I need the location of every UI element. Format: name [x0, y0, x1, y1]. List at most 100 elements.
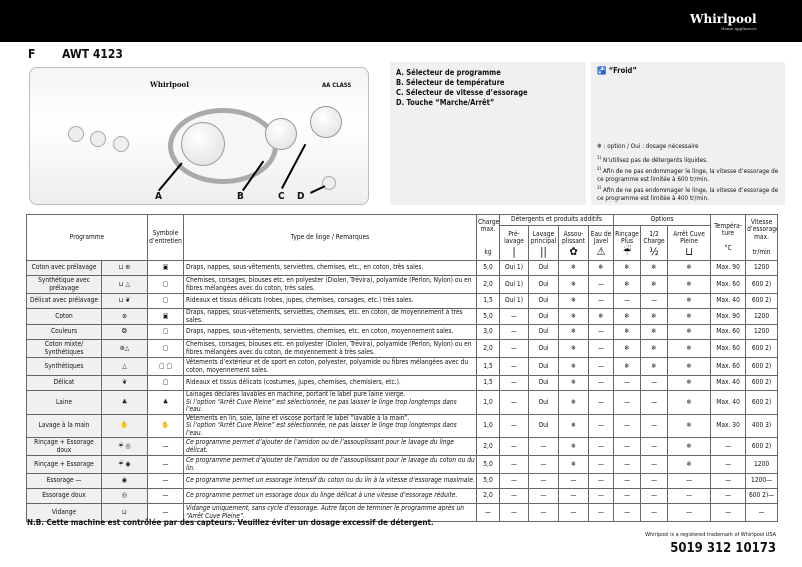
- cell-ass: ❄: [558, 375, 589, 391]
- cell-arr: —: [667, 503, 712, 522]
- care-symbol-icon: ▢: [147, 293, 184, 309]
- cell-pre: —: [499, 339, 529, 358]
- cell-programme: Coton: [26, 308, 102, 325]
- cell-type: Vêtements d’extérieur et de sport en cot…: [183, 357, 477, 376]
- cell-type: Vêtements en lin, soie, laine et viscose…: [183, 413, 477, 438]
- cell-vit: 600 2): [745, 357, 779, 376]
- cell-rin: —: [613, 473, 642, 489]
- whirlpool-logo: Whirlpool Home Appliances: [690, 12, 757, 31]
- cell-programme: Délicat avec prélavage: [26, 293, 102, 309]
- header-options: Options: [613, 214, 712, 226]
- cell-lav: Oui: [528, 293, 559, 309]
- cell-jav: —: [587, 293, 615, 309]
- callout-d: D: [297, 191, 305, 202]
- cell-jav: —: [587, 339, 615, 358]
- tap-icon: 🚰: [597, 66, 607, 75]
- cell-jav: —: [587, 390, 615, 415]
- table-row: Synthétiques △ ▢ ▢ Vêtements d’extérieur et…: [26, 357, 779, 376]
- cell-arr: ❄: [667, 339, 712, 358]
- option-button-half-load: [90, 131, 106, 147]
- cell-vit: —: [745, 503, 779, 522]
- care-symbol-icon: ▢: [147, 339, 184, 358]
- javel-icon: ⚠: [596, 244, 606, 258]
- cell-pre: —: [499, 503, 529, 522]
- program-icon: ⊔: [101, 503, 148, 522]
- cell-pre: —: [499, 390, 529, 415]
- cell-vit: 1200—: [745, 473, 779, 489]
- cell-vit: 600 2): [745, 275, 779, 294]
- cell-temp: Max. 30: [710, 413, 747, 438]
- table-row: Rinçage + Essorage ☔ ◉ — Ce programme perme…: [26, 455, 779, 474]
- cell-lav: —: [528, 455, 559, 474]
- panel-brand: Whirlpool: [150, 80, 189, 89]
- cell-vit: 600 2): [745, 375, 779, 391]
- cell-jav: ❄: [587, 308, 615, 325]
- document-code: 5019 312 10173: [670, 541, 776, 556]
- notes-box: 🚰 “Froid” ❄ : option / Oui : dosage néce…: [591, 62, 785, 205]
- cell-charge: 2,0: [476, 275, 500, 294]
- table-row: Vidange ⊔ — Vidange uniquement, sans cycle …: [26, 503, 779, 522]
- table-row: Essorage — ◉ — Ce programme permet un essor…: [26, 473, 779, 489]
- cell-pre: —: [499, 324, 529, 340]
- assouplissant-icon: ✿: [569, 244, 578, 258]
- care-symbol-icon: ▣: [147, 308, 184, 325]
- cell-demi: ❄: [640, 324, 669, 340]
- cell-ass: ❄: [558, 260, 589, 276]
- header-assouplissant: Assou-plissant ✿: [558, 225, 589, 261]
- cell-charge: 5,0: [476, 260, 500, 276]
- cell-rin: ❄: [613, 324, 642, 340]
- control-panel-illustration: Whirlpool AA CLASS A B C D: [29, 67, 369, 205]
- cell-pre: —: [499, 375, 529, 391]
- cell-charge: 1,0: [476, 413, 500, 438]
- cell-pre: Oui 1): [499, 293, 529, 309]
- cell-rin: —: [613, 390, 642, 415]
- cell-demi: —: [640, 455, 669, 474]
- legend-d: D. Touche “Marche/Arrêt”: [396, 98, 495, 107]
- care-symbol-icon: ♣: [147, 390, 184, 415]
- legend-a: A. Sélecteur de programme: [396, 68, 501, 77]
- cell-lav: —: [528, 488, 559, 504]
- cell-ass: ❄: [558, 339, 589, 358]
- cell-type: Rideaux et tissus délicats (robes, jupes…: [183, 293, 477, 309]
- program-icon: ♣: [101, 390, 148, 415]
- cell-charge: 5,0: [476, 473, 500, 489]
- care-symbol-icon: ▢: [147, 375, 184, 391]
- cell-demi: —: [640, 503, 669, 522]
- program-icon: ⊛△: [101, 339, 148, 358]
- cell-rin: —: [613, 375, 642, 391]
- cell-temp: —: [710, 455, 747, 474]
- cell-programme: Synthétiques: [26, 357, 102, 376]
- cell-charge: 1,0: [476, 390, 500, 415]
- cell-ass: ❄: [558, 413, 589, 438]
- header-javel: Eau de Javel ⚠: [587, 225, 615, 261]
- cell-lav: Oui: [528, 260, 559, 276]
- cell-arr: ❄: [667, 437, 712, 456]
- cell-pre: Oui 1): [499, 260, 529, 276]
- cell-rin: —: [613, 413, 642, 438]
- temperature-selector-knob: [265, 118, 297, 150]
- cell-lav: —: [528, 437, 559, 456]
- cell-vit: 600 2)—: [745, 488, 779, 504]
- header-lavage: Lavage principal ||: [528, 225, 559, 261]
- language-code: F: [28, 47, 36, 61]
- panel-legend: A. Sélecteur de programme B. Sélecteur d…: [390, 62, 586, 205]
- cell-charge: —: [476, 503, 500, 522]
- cell-pre: —: [499, 308, 529, 325]
- cell-temp: Max. 40: [710, 293, 747, 309]
- header-symbole: Symbole d’entretien: [147, 214, 184, 261]
- cell-demi: —: [640, 488, 669, 504]
- cell-programme: Rinçage + Essorage doux: [26, 437, 102, 456]
- cell-rin: —: [613, 437, 642, 456]
- care-symbol-icon: —: [147, 473, 184, 489]
- care-symbol-icon: ▢: [147, 275, 184, 294]
- cell-temp: —: [710, 488, 747, 504]
- table-row: Coton mixte/ Synthétiques ⊛△ ▢ Chemises, co…: [26, 339, 779, 358]
- cell-lav: Oui: [528, 324, 559, 340]
- cell-jav: —: [587, 437, 615, 456]
- cell-rin: —: [613, 293, 642, 309]
- cell-demi: ❄: [640, 339, 669, 358]
- care-symbol-icon: ✋: [147, 413, 184, 438]
- model-title: AWT 4123: [62, 47, 123, 61]
- table-row: Délicat ❦ ▢ Rideaux et tissus délicats (cos…: [26, 375, 779, 391]
- program-icon: ◉: [101, 473, 148, 489]
